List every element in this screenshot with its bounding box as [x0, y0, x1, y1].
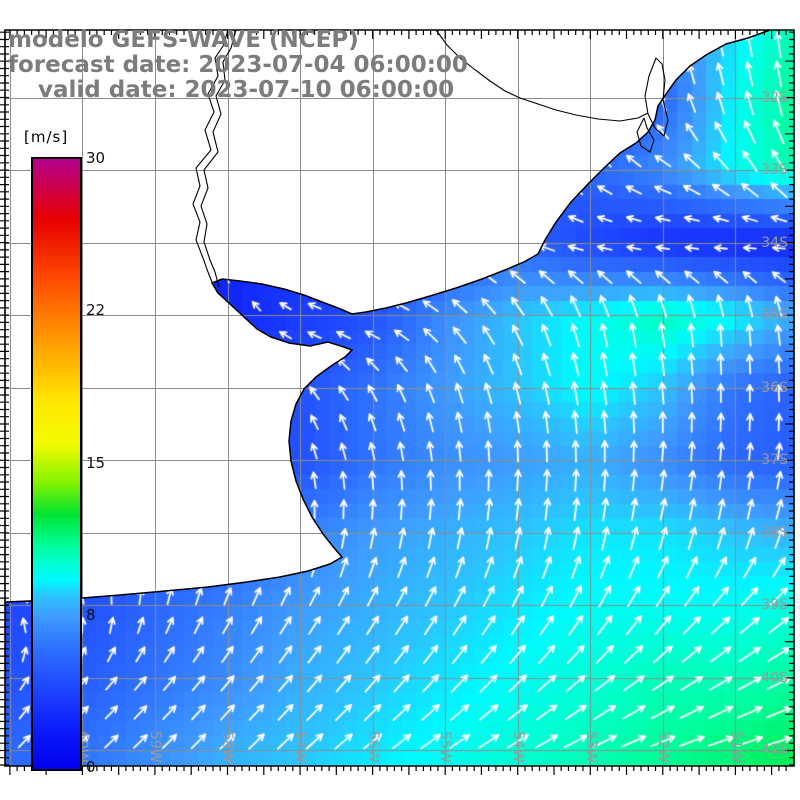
colorbar-tick-8: 8: [86, 605, 96, 624]
landmass-fill: [5, 30, 770, 602]
axis-tick-marks: [0, 30, 794, 775]
colorbar-tick-30: 30: [86, 149, 106, 167]
colorbar-unit-label: [m/s]: [24, 128, 69, 146]
colorbar-gradient: [31, 157, 82, 771]
colorbar-tick-15: 15: [86, 453, 106, 472]
coastal-lagoon-outline: [636, 117, 655, 153]
uruguay-river-west-bank: [192, 29, 229, 283]
brazil-uruguay-border: [435, 29, 649, 122]
colorbar-tick-0: 0: [86, 758, 96, 776]
uruguay-river-east-bank: [200, 29, 237, 288]
colorbar-tick-22: 22: [86, 301, 106, 320]
lagoa-mirim-outline: [644, 57, 669, 138]
coastline: [4, 29, 771, 603]
map-border: [4, 29, 795, 767]
